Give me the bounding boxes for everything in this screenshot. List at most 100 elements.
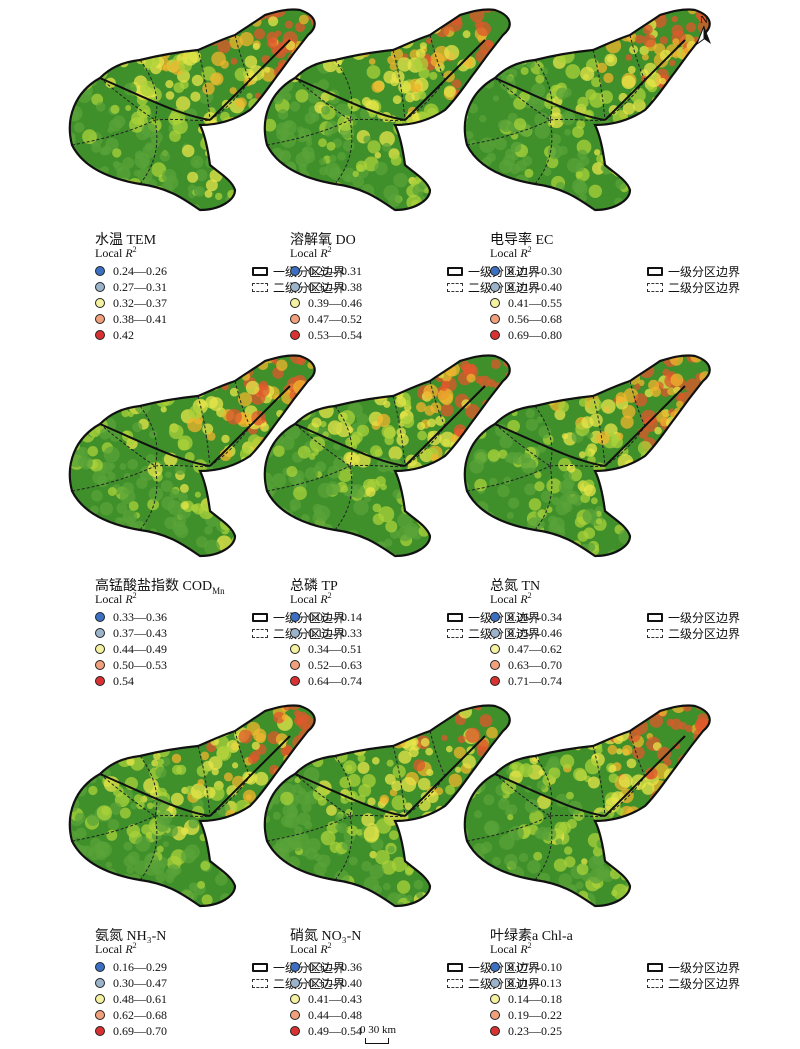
legend-dot-icon	[490, 612, 500, 622]
legend-dot-icon	[95, 612, 105, 622]
legend-dot-icon	[290, 314, 300, 324]
boundary-label: 一级分区边界	[468, 264, 541, 279]
legend-dot-icon	[95, 1010, 105, 1020]
legend-class-label: 0.37—0.40	[308, 975, 362, 990]
legend-class-item: 0.49—0.54	[290, 1023, 362, 1039]
legend-class-label: 0.62—0.68	[113, 1007, 167, 1022]
legend-class-item: 0.44—0.48	[290, 1007, 362, 1023]
primary-boundary	[404, 39, 486, 121]
primary-boundary	[404, 385, 486, 467]
secondary-boundary	[139, 755, 158, 817]
secondary-boundary	[629, 34, 646, 81]
solid-boundary-icon	[647, 612, 663, 622]
legend-dot-icon	[95, 266, 105, 276]
primary-boundary	[209, 735, 291, 817]
legend-dot-icon	[490, 962, 500, 972]
legend-class-item: 0.42	[95, 327, 134, 343]
legend-class-label: 0.15—0.33	[308, 625, 362, 640]
legend-class-item: 0.62—0.68	[95, 1007, 167, 1023]
legend-dot-icon	[95, 994, 105, 1004]
basin-map	[68, 704, 316, 908]
basin-outline	[68, 704, 316, 908]
secondary-boundary	[392, 395, 406, 467]
legend-dot-icon	[490, 978, 500, 988]
legend-class-label: 0.50—0.53	[113, 657, 167, 672]
legend-class-item: 0.53—0.54	[290, 327, 362, 343]
secondary-boundary	[494, 773, 551, 817]
legend-class-item: 0.71—0.74	[490, 673, 562, 689]
solid-boundary-icon	[647, 266, 663, 276]
legend-class-item: 0.56—0.68	[490, 311, 562, 327]
legend-class-label: 0.44—0.48	[308, 1007, 362, 1022]
boundary-label: 二级分区边界	[668, 626, 741, 641]
legend-dot-icon	[95, 644, 105, 654]
solid-boundary-icon	[647, 962, 663, 972]
legend-class-label: 0.53—0.54	[308, 327, 362, 342]
secondary-boundary	[334, 59, 353, 121]
legend-class-label: 0.44—0.49	[113, 641, 167, 656]
legend-primary-boundary: 一级分区边界	[647, 263, 740, 279]
legend-class-label: 0.54	[113, 673, 134, 688]
basin-outline	[463, 8, 711, 212]
primary-boundary	[99, 423, 211, 467]
secondary-boundary	[429, 730, 446, 777]
primary-boundary	[294, 773, 406, 817]
boundary-label: 二级分区边界	[468, 976, 541, 991]
legend-dot-icon	[95, 298, 105, 308]
legend-dot-icon	[290, 1026, 300, 1036]
legend-class-item: 0.11—0.13	[490, 975, 562, 991]
legend-class-item: 0.63—0.70	[490, 657, 562, 673]
legend-class-label: 0.63—0.70	[508, 657, 562, 672]
primary-boundary	[604, 385, 686, 467]
primary-boundary	[604, 735, 686, 817]
map-panel-2: 溶解氧 DO Local R2 0.25—0.31 0.32—0.38 0.39—0.4…	[255, 0, 540, 343]
legend-class-item: 0.37—0.40	[290, 975, 362, 991]
legend-class-label: 0.27—0.31	[113, 279, 167, 294]
boundary-label: 二级分区边界	[468, 626, 541, 641]
secondary-boundary	[534, 405, 553, 467]
legend-class-label: 0.21—0.30	[508, 263, 562, 278]
basin-map	[463, 8, 711, 212]
secondary-boundary	[392, 49, 406, 121]
local-r2-label: Local R2	[290, 941, 332, 956]
legend-class-label: 0.49—0.54	[308, 1023, 362, 1038]
legend-class-item: 0.21—0.30	[490, 263, 562, 279]
legend-dot-icon	[490, 282, 500, 292]
legend-class-label: 0.11—0.13	[508, 975, 562, 990]
basin-map	[463, 704, 711, 908]
legend-dot-icon	[95, 978, 105, 988]
legend-class-item: 0.54	[95, 673, 134, 689]
secondary-boundary	[334, 755, 353, 817]
dashed-boundary-icon	[447, 282, 463, 292]
secondary-boundary	[534, 465, 553, 531]
basin-map	[68, 354, 316, 558]
legend-class-item: 0.35—0.46	[490, 625, 562, 641]
secondary-boundary	[334, 405, 353, 467]
secondary-boundary	[99, 77, 156, 121]
legend-dot-icon	[490, 676, 500, 686]
legend-primary-boundary: 一级分区边界	[647, 959, 740, 975]
secondary-boundary	[429, 380, 446, 427]
secondary-boundary	[534, 755, 553, 817]
legend-dot-icon	[95, 628, 105, 638]
legend-dot-icon	[95, 1026, 105, 1036]
legend-dot-icon	[290, 978, 300, 988]
legend-class-label: 0.64—0.74	[308, 673, 362, 688]
legend-class-item: 0.50—0.53	[95, 657, 167, 673]
dashed-boundary-icon	[252, 628, 268, 638]
primary-boundary	[99, 77, 211, 121]
solid-boundary-icon	[252, 266, 268, 276]
legend-class-label: 0.34—0.51	[308, 641, 362, 656]
legend-primary-boundary: 一级分区边界	[447, 609, 540, 625]
legend-class-item: 0.24—0.26	[95, 263, 167, 279]
solid-boundary-icon	[447, 962, 463, 972]
legend-class-item: 0.30—0.47	[95, 975, 167, 991]
secondary-boundary	[429, 34, 446, 81]
legend-class-item: 0.64—0.74	[290, 673, 362, 689]
legend-dot-icon	[290, 298, 300, 308]
legend-class-label: 0.35—0.46	[508, 625, 562, 640]
legend-dot-icon	[290, 612, 300, 622]
legend-secondary-boundary: 二级分区边界	[447, 279, 540, 295]
boundary-label: 二级分区边界	[668, 280, 741, 295]
map-panel-7: 氨氮 NH₃-N Local R2 0.16—0.29 0.30—0.47 0.48—0…	[60, 696, 345, 1038]
